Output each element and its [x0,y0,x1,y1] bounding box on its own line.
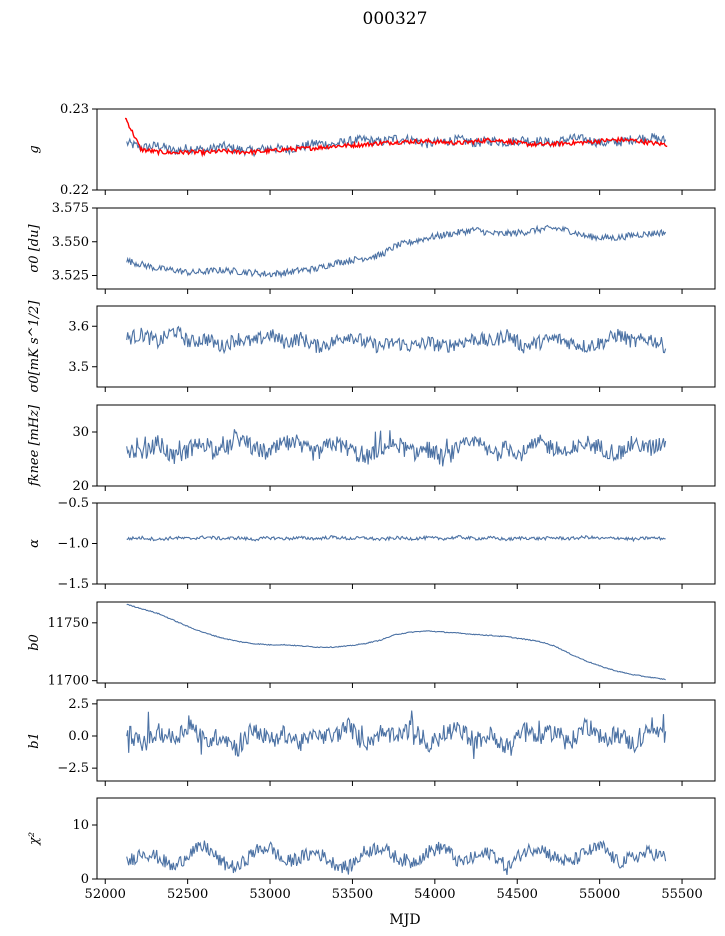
series-line [126,710,667,760]
panel-frame [96,207,716,290]
y-tick-label: 3.550 [52,235,89,250]
series-line [126,224,667,279]
x-tick-label: 55500 [661,887,702,902]
y-tick-label: 3.5 [68,360,89,375]
y-axis-label: b0 [27,634,42,651]
panel-frame [96,699,716,782]
y-tick-label: 30 [72,425,89,440]
x-tick-label: 53500 [332,887,373,902]
y-axis-label: b1 [27,732,42,749]
y-tick-label: 0.22 [60,183,89,198]
x-tick-label: 52000 [85,887,126,902]
panel-1: 0.23 0.22 g [27,102,716,198]
panel-7: 2.5 0.0 −2.5 b1 [27,697,716,786]
x-tick-label: 54000 [414,887,455,902]
series-line [126,429,667,467]
panel-3: 3.6 3.5 σ0[mK s^1/2] [27,300,716,393]
panel-2: 3.575 3.550 3.525 σ0 [du] [27,201,716,294]
panel-frame [96,797,716,880]
y-tick-label: 10 [72,818,89,833]
y-tick-label: 3.525 [52,269,89,284]
y-tick-label: 11750 [48,616,89,631]
y-tick-label: 0.23 [60,102,89,117]
panel-frame [96,108,716,191]
y-tick-label: 3.6 [68,319,89,334]
x-tick-label: 54500 [497,887,538,902]
series-line [126,325,667,355]
panel-4: 30 20 fknee [mHz] [27,404,716,494]
y-axis-label: σ0[mK s^1/2] [27,300,42,393]
panel-5: −0.5 −1.0 −1.5 α [27,496,716,592]
y-tick-label: 20 [72,479,89,494]
figure-title: 000327 [363,9,428,29]
y-tick-label: −2.5 [57,761,89,776]
x-tick-label: 55000 [579,887,620,902]
y-axis-label: σ0 [du] [27,224,42,273]
y-tick-label: −1.5 [57,577,89,592]
y-axis-label: χ² [27,832,42,846]
y-tick-label: 2.5 [68,697,89,712]
panel-frame [96,502,716,585]
y-tick-label: −0.5 [57,496,89,511]
y-axis-label: g [27,145,42,153]
panels: 0.23 0.22 g 3.575 3.550 3.525 σ0 [du] 3.6 3.5 σ0[… [27,102,716,902]
x-tick-label: 52500 [167,887,208,902]
y-axis-label: fknee [mHz] [27,404,42,487]
panel-frame [96,404,716,487]
y-axis-label: α [27,539,42,548]
panel-frame [96,305,716,388]
x-tick-label: 53000 [249,887,290,902]
y-tick-label: −1.0 [57,537,89,552]
gain-fit-line [124,117,668,158]
panel-frame [96,601,716,684]
series-line [126,603,666,681]
series-line [126,534,666,543]
y-tick-label: 0 [81,872,89,887]
series-line [126,132,667,158]
y-tick-label: 3.575 [52,201,89,216]
y-tick-label: 11700 [48,674,89,689]
y-tick-label: 0.0 [68,729,89,744]
panel-6: 11750 11700 b0 [27,601,716,689]
series-line [126,839,667,875]
x-axis-label: MJD [389,912,420,928]
